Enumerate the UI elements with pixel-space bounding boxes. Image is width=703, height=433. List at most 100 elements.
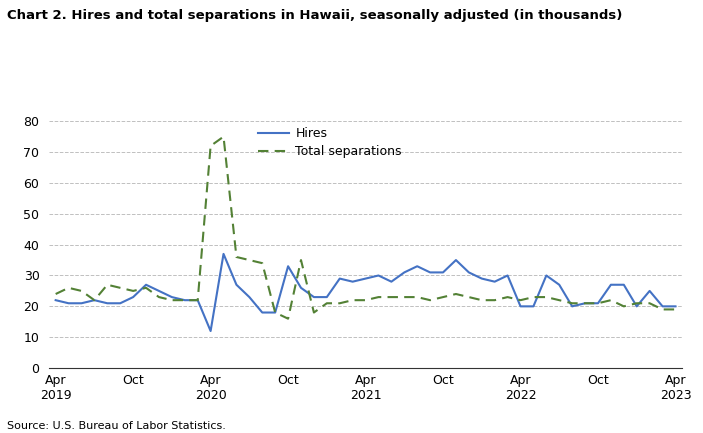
Hires (413, 264, 421, 269)
Total separations (361, 297, 370, 303)
Total separations (323, 301, 331, 306)
Line: Total separations: Total separations (56, 137, 676, 319)
Total separations (671, 307, 680, 312)
Total separations (426, 297, 434, 303)
Hires (619, 282, 628, 288)
Hires (374, 273, 382, 278)
Hires (361, 276, 370, 281)
Total separations (335, 301, 344, 306)
Total separations (297, 258, 305, 263)
Total separations (529, 294, 538, 300)
Hires (77, 301, 86, 306)
Total separations (568, 301, 576, 306)
Total separations (51, 291, 60, 297)
Total separations (116, 285, 124, 291)
Hires (245, 294, 254, 300)
Hires (516, 304, 524, 309)
Total separations (103, 282, 112, 288)
Total separations (594, 301, 602, 306)
Hires (232, 282, 240, 288)
Hires (568, 304, 576, 309)
Total separations (374, 294, 382, 300)
Hires (65, 301, 73, 306)
Total separations (645, 301, 654, 306)
Total separations (452, 291, 460, 297)
Hires (542, 273, 550, 278)
Total separations (607, 297, 615, 303)
Line: Hires: Hires (56, 254, 676, 331)
Hires (310, 294, 318, 300)
Hires (167, 294, 176, 300)
Hires (555, 282, 564, 288)
Total separations (155, 294, 163, 300)
Total separations (77, 288, 86, 294)
Hires (491, 279, 499, 284)
Total separations (581, 301, 589, 306)
Hires (607, 282, 615, 288)
Total separations (349, 297, 357, 303)
Text: Chart 2. Hires and total separations in Hawaii, seasonally adjusted (in thousand: Chart 2. Hires and total separations in … (7, 9, 622, 22)
Hires (349, 279, 357, 284)
Hires (323, 294, 331, 300)
Total separations (271, 310, 279, 315)
Hires (129, 294, 137, 300)
Hires (219, 251, 228, 256)
Total separations (284, 316, 292, 321)
Hires (581, 301, 589, 306)
Hires (633, 304, 641, 309)
Hires (271, 310, 279, 315)
Text: Source: U.S. Bureau of Labor Statistics.: Source: U.S. Bureau of Labor Statistics. (7, 421, 226, 431)
Hires (658, 304, 666, 309)
Total separations (555, 297, 564, 303)
Total separations (400, 294, 408, 300)
Hires (594, 301, 602, 306)
Total separations (167, 297, 176, 303)
Total separations (413, 294, 421, 300)
Total separations (90, 297, 98, 303)
Hires (671, 304, 680, 309)
Hires (335, 276, 344, 281)
Hires (116, 301, 124, 306)
Hires (207, 328, 215, 333)
Hires (90, 297, 98, 303)
Total separations (439, 294, 447, 300)
Hires (426, 270, 434, 275)
Hires (387, 279, 396, 284)
Hires (193, 297, 202, 303)
Total separations (181, 297, 189, 303)
Total separations (258, 261, 266, 266)
Total separations (542, 294, 550, 300)
Hires (529, 304, 538, 309)
Hires (181, 297, 189, 303)
Hires (477, 276, 486, 281)
Hires (155, 288, 163, 294)
Total separations (142, 285, 150, 291)
Total separations (387, 294, 396, 300)
Total separations (207, 143, 215, 149)
Total separations (503, 294, 512, 300)
Hires (645, 288, 654, 294)
Hires (439, 270, 447, 275)
Total separations (477, 297, 486, 303)
Hires (465, 270, 473, 275)
Total separations (219, 134, 228, 139)
Hires (284, 264, 292, 269)
Total separations (619, 304, 628, 309)
Total separations (465, 294, 473, 300)
Total separations (516, 297, 524, 303)
Total separations (129, 288, 137, 294)
Legend: Hires, Total separations: Hires, Total separations (258, 127, 402, 158)
Hires (400, 270, 408, 275)
Hires (297, 285, 305, 291)
Hires (142, 282, 150, 288)
Total separations (491, 297, 499, 303)
Hires (258, 310, 266, 315)
Total separations (633, 301, 641, 306)
Hires (51, 297, 60, 303)
Hires (103, 301, 112, 306)
Total separations (232, 255, 240, 260)
Total separations (65, 285, 73, 291)
Hires (452, 258, 460, 263)
Total separations (658, 307, 666, 312)
Total separations (245, 258, 254, 263)
